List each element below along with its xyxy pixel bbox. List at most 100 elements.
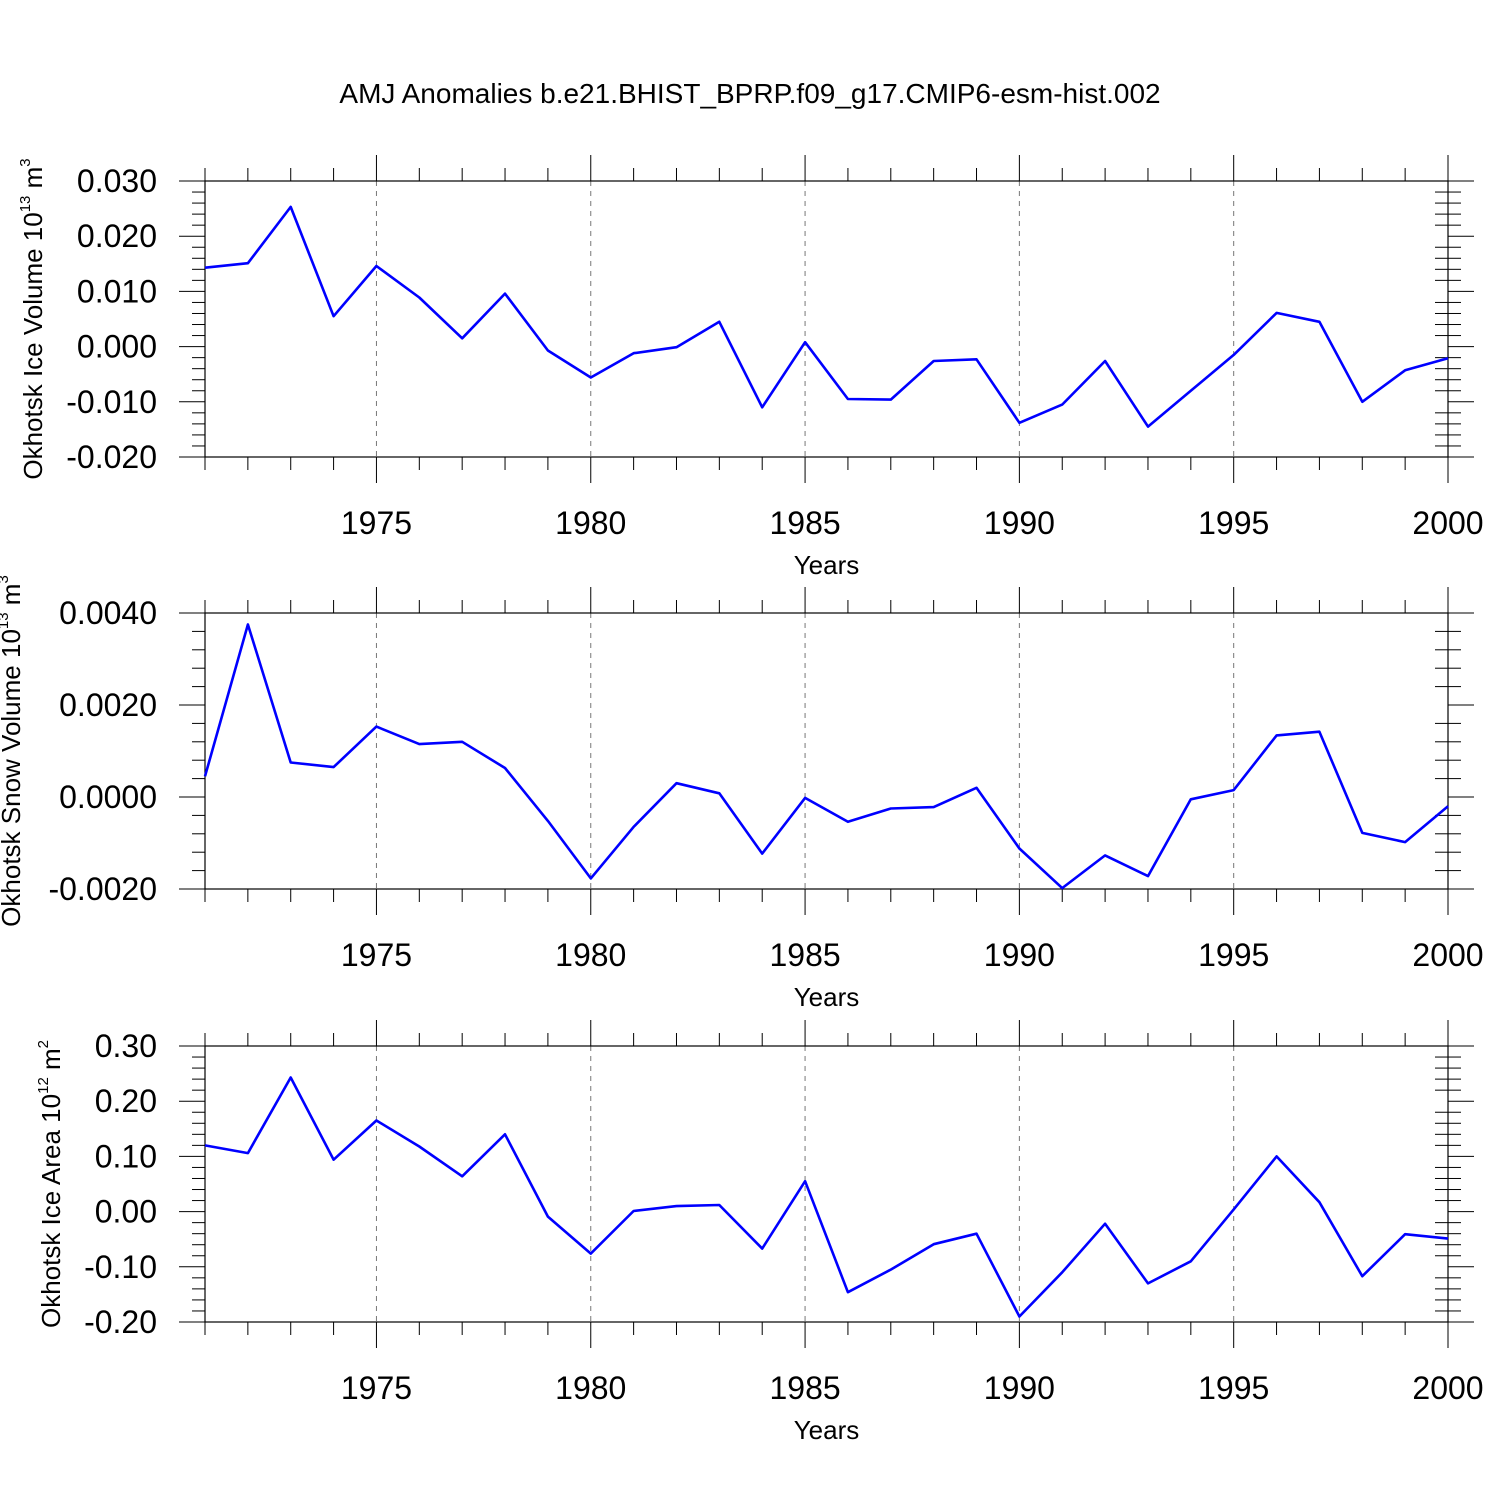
- data-point: [1189, 797, 1193, 801]
- data-point: [889, 398, 893, 402]
- data-point: [332, 314, 336, 318]
- data-point: [975, 1232, 979, 1236]
- data-point: [1103, 853, 1107, 857]
- data-point: [203, 266, 207, 270]
- data-point: [674, 1204, 678, 1208]
- data-point: [1317, 1200, 1321, 1204]
- data-point: [289, 1075, 293, 1079]
- data-point: [203, 1143, 207, 1147]
- y-tick-label: 0.0040: [59, 595, 157, 631]
- data-point: [803, 340, 807, 344]
- data-point: [417, 1144, 421, 1148]
- x-tick-label: 1985: [769, 1370, 840, 1406]
- plot-frame: [204, 180, 1449, 458]
- x-axis-title: Years: [794, 550, 860, 580]
- y-tick-label: 0.030: [77, 163, 157, 199]
- data-point: [932, 1242, 936, 1246]
- x-tick-label: 1980: [555, 937, 626, 973]
- x-tick-label: 1995: [1198, 1370, 1269, 1406]
- data-point: [1146, 1281, 1150, 1285]
- x-tick-label: 1990: [984, 505, 1055, 541]
- data-point: [1189, 389, 1193, 393]
- data-point: [1189, 1259, 1193, 1263]
- data-point: [674, 781, 678, 785]
- data-point: [503, 1132, 507, 1136]
- data-point: [1232, 353, 1236, 357]
- y-tick-label: -0.020: [66, 439, 157, 475]
- y-tick-label: -0.010: [66, 384, 157, 420]
- data-point: [374, 725, 378, 729]
- data-point: [975, 786, 979, 790]
- data-point: [332, 765, 336, 769]
- data-point: [1360, 831, 1364, 835]
- data-point: [1446, 1237, 1450, 1241]
- data-point: [417, 742, 421, 746]
- data-point: [289, 205, 293, 209]
- x-tick-label: 1990: [984, 937, 1055, 973]
- plot-frame: [204, 612, 1449, 890]
- data-point: [846, 820, 850, 824]
- data-point: [632, 825, 636, 829]
- data-point: [203, 774, 207, 778]
- data-point: [1360, 1274, 1364, 1278]
- x-tick-label: 1985: [769, 505, 840, 541]
- data-point: [975, 357, 979, 361]
- y-tick-label: 0.30: [95, 1028, 157, 1064]
- data-point: [889, 1268, 893, 1272]
- data-point: [632, 351, 636, 355]
- x-tick-label: 1985: [769, 937, 840, 973]
- x-tick-label: 1980: [555, 505, 626, 541]
- panel-1: -0.020 -0.010 0.000 0.010 0.020 0.030 1975 1980…: [17, 155, 1484, 580]
- data-point: [1275, 733, 1279, 737]
- x-tick-label: 1975: [341, 505, 412, 541]
- data-point: [1403, 368, 1407, 372]
- x-tick-label: 1975: [341, 1370, 412, 1406]
- data-point: [717, 791, 721, 795]
- data-point: [246, 261, 250, 265]
- panel-2: -0.0020 0.0000 0.0020 0.0040 1975 1980 1985 199…: [0, 575, 1484, 1012]
- chart-title: AMJ Anomalies b.e21.BHIST_BPRP.f09_g17.C…: [339, 78, 1161, 109]
- data-point: [717, 1203, 721, 1207]
- data-point: [632, 1209, 636, 1213]
- data-point: [1060, 403, 1064, 407]
- data-point: [589, 1252, 593, 1256]
- x-axis-title: Years: [794, 982, 860, 1012]
- y-tick-label: -0.20: [84, 1304, 157, 1340]
- data-point: [289, 761, 293, 765]
- data-point: [1103, 1222, 1107, 1226]
- data-point: [589, 876, 593, 880]
- y-tick-label: 0.0020: [59, 687, 157, 723]
- data-point: [460, 336, 464, 340]
- data-point: [1060, 886, 1064, 890]
- data-point: [1232, 1207, 1236, 1211]
- data-point: [932, 359, 936, 363]
- y-axis-title: Okhotsk Ice Volume 1013 m3: [17, 158, 48, 479]
- y-tick-label: -0.0020: [48, 871, 157, 907]
- data-point: [1317, 730, 1321, 734]
- data-point: [846, 1290, 850, 1294]
- data-point: [332, 1158, 336, 1162]
- data-point: [1446, 804, 1450, 808]
- x-tick-label: 1975: [341, 937, 412, 973]
- y-tick-label: 0.000: [77, 329, 157, 365]
- series-line: [204, 205, 1449, 428]
- data-point: [374, 264, 378, 268]
- series-line: [203, 623, 1449, 890]
- data-point: [1060, 1270, 1064, 1274]
- data-point: [546, 1215, 550, 1219]
- data-point: [1103, 359, 1107, 363]
- x-axis-title: Years: [794, 1415, 860, 1445]
- data-point: [1017, 847, 1021, 851]
- series-line: [204, 1076, 1449, 1318]
- data-point: [717, 320, 721, 324]
- x-tick-label: 1980: [555, 1370, 626, 1406]
- data-point: [803, 1179, 807, 1183]
- data-point: [1317, 320, 1321, 324]
- data-point: [460, 740, 464, 744]
- y-tick-label: 0.00: [95, 1194, 157, 1230]
- data-point: [246, 1151, 250, 1155]
- y-tick-label: -0.10: [84, 1249, 157, 1285]
- y-tick-label: 0.0000: [59, 779, 157, 815]
- x-tick-label: 1990: [984, 1370, 1055, 1406]
